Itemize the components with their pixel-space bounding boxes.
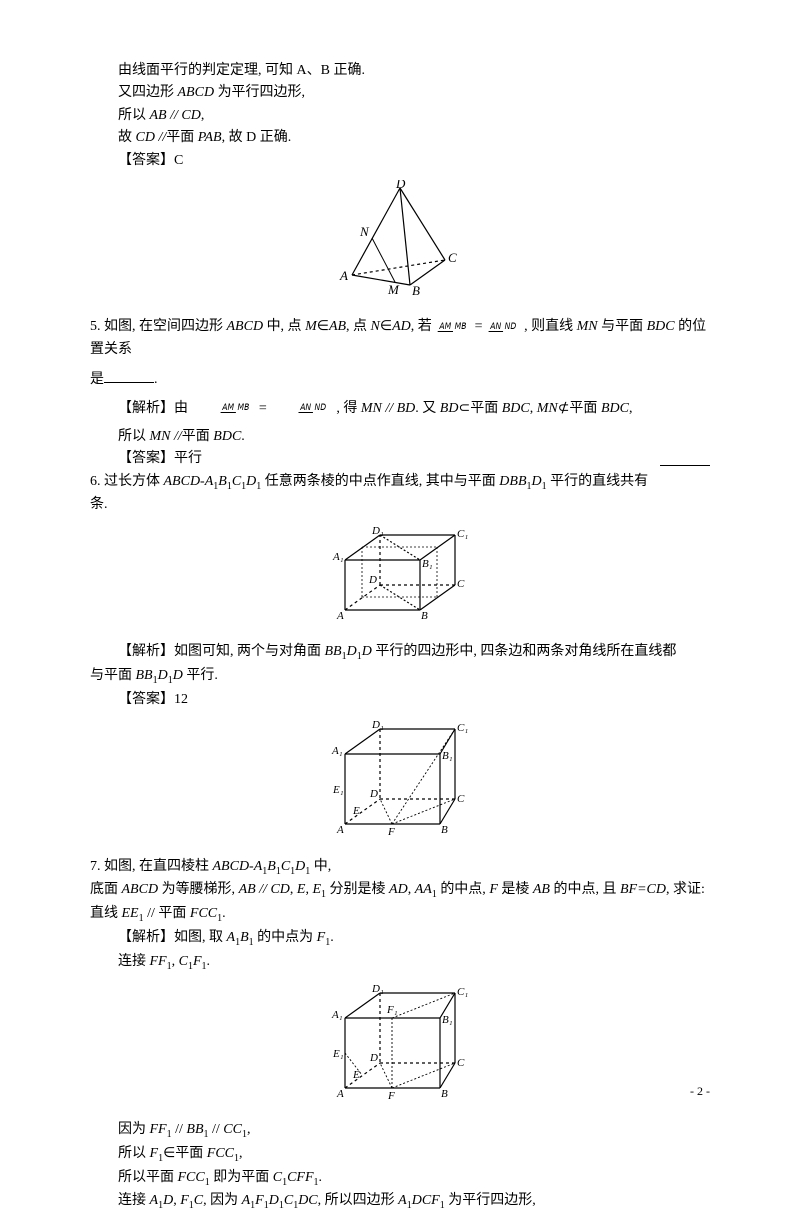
svg-text:A₁: A₁: [331, 745, 343, 757]
text-line: 又四边形 ABCD 为平行四边形,: [90, 82, 710, 104]
solution-6: 【解析】如图可知, 两个与对角面 BB1D1D 平行的四边形中, 四条边和两条对…: [90, 641, 710, 665]
solution-7a: 【解析】如图, 取 A1B1 的中点为 F1.: [90, 927, 710, 951]
fraction: 𝘈𝘔𝘔𝘉: [196, 403, 250, 413]
svg-text:D: D: [369, 788, 378, 800]
svg-text:F₁: F₁: [386, 1004, 398, 1016]
answer-6: 【答案】12: [90, 689, 710, 711]
svg-text:E: E: [352, 1069, 360, 1081]
svg-text:E₁: E₁: [332, 784, 344, 796]
label-C: C: [448, 250, 457, 265]
question-5-cont: 是.: [90, 369, 710, 391]
solution-6b: 与平面 BB1D1D 平行.: [90, 665, 710, 689]
page-number: - 2 -: [690, 1082, 710, 1101]
solution-5: 【解析】由 𝘈𝘔𝘔𝘉 = 𝘈𝘕𝘕𝘋 , 得 MN // BD. 又 BD⊂平面 …: [90, 398, 710, 420]
figure-prism-1: A B C D A₁ B₁ C₁ D₁ E₁ E F: [90, 719, 710, 847]
fraction: 𝘈𝘔𝘔𝘉: [438, 322, 468, 332]
svg-text:E₁: E₁: [332, 1048, 344, 1060]
svg-text:C₁: C₁: [457, 986, 468, 998]
svg-text:A: A: [336, 610, 344, 622]
answer-5: 【答案】平行: [90, 448, 710, 470]
svg-text:B: B: [421, 610, 428, 622]
solution-5b: 所以 MN //平面 BDC.: [90, 426, 710, 448]
svg-text:D₁: D₁: [371, 719, 384, 731]
text-line: 所以 AB // CD,: [90, 105, 710, 127]
label-D: D: [395, 180, 406, 191]
svg-text:C: C: [457, 578, 465, 590]
svg-text:C₁: C₁: [457, 528, 468, 540]
question-6b: 条.: [90, 494, 710, 516]
blank-right: [660, 452, 710, 466]
svg-text:D₁: D₁: [371, 525, 384, 537]
svg-text:D: D: [368, 574, 377, 586]
svg-text:B₁: B₁: [422, 558, 433, 570]
solution-7f: 连接 A1D, F1C, 因为 A1F1D1C1DC, 所以四边形 A1DCF1…: [90, 1190, 710, 1214]
question-7-line2: 底面 ABCD 为等腰梯形, AB // CD, E, E1 分别是棱 AD, …: [90, 879, 710, 903]
svg-text:D: D: [369, 1052, 378, 1064]
fraction: 𝘈𝘕𝘕𝘋: [275, 403, 328, 413]
answer-line: 【答案】C: [90, 150, 710, 172]
solution-7e: 所以平面 FCC1 即为平面 C1CFF1.: [90, 1167, 710, 1191]
solution-7d: 所以 F1∈平面 FCC1,: [90, 1143, 710, 1167]
figure-tetrahedron: D A B C N M: [90, 180, 710, 308]
svg-text:A: A: [336, 1088, 344, 1100]
svg-text:B: B: [441, 824, 448, 836]
figure-cuboid: A B C D A₁ B₁ C₁ D₁: [90, 525, 710, 633]
label-A: A: [339, 268, 348, 283]
question-5: 5. 如图, 在空间四边形 ABCD 中, 点 M∈AB, 点 N∈AD, 若 …: [90, 316, 710, 361]
question-6: 6. 过长方体 ABCD-A1B1C1D1 任意两条棱的中点作直线, 其中与平面…: [90, 471, 710, 495]
svg-text:F: F: [387, 1090, 395, 1102]
svg-text:D₁: D₁: [371, 983, 384, 995]
question-7-line3: 直线 EE1 // 平面 FCC1.: [90, 903, 710, 927]
svg-text:A₁: A₁: [331, 1009, 343, 1021]
svg-text:B: B: [441, 1088, 448, 1100]
blank-fill: [104, 369, 154, 383]
svg-text:C: C: [457, 793, 465, 805]
fraction: 𝘈𝘕𝘕𝘋: [489, 322, 518, 332]
label-M: M: [387, 282, 400, 297]
text-line: 故 CD //平面 PAB, 故 D 正确.: [90, 127, 710, 149]
svg-text:A₁: A₁: [332, 551, 344, 563]
svg-text:C: C: [457, 1057, 465, 1069]
label-B: B: [412, 283, 420, 298]
label-N: N: [359, 224, 370, 239]
svg-text:C₁: C₁: [457, 722, 468, 734]
solution-7b: 连接 FF1, C1F1.: [90, 951, 710, 975]
question-7: 7. 如图, 在直四棱柱 ABCD-A1B1C1D1 中,: [90, 856, 710, 880]
svg-text:A: A: [336, 824, 344, 836]
svg-text:F: F: [387, 826, 395, 838]
text-line: 由线面平行的判定定理, 可知 A、B 正确.: [90, 60, 710, 82]
svg-text:E: E: [352, 805, 360, 817]
svg-text:B₁: B₁: [442, 1014, 453, 1026]
svg-text:B₁: B₁: [442, 750, 453, 762]
figure-prism-2: A B C D A₁ B₁ C₁ D₁ E₁ E F F₁: [90, 983, 710, 1111]
